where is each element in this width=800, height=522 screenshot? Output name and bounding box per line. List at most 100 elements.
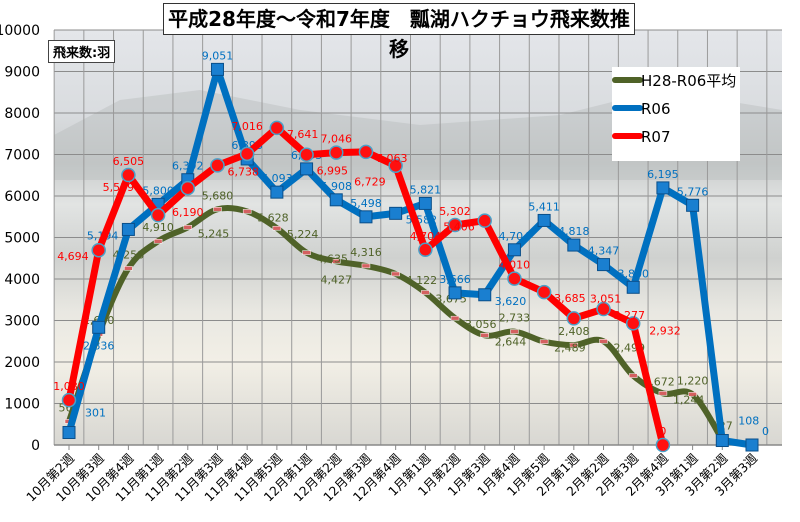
data-point [150,207,166,223]
data-label: 2,932 [649,325,681,338]
data-point [210,62,224,76]
data-label: 108 [738,415,759,428]
data-point [358,144,374,160]
legend-label: R06 [641,100,671,118]
data-label: 4,010 [499,259,531,272]
data-label: 4,818 [558,225,590,238]
data-label: 5,800 [142,184,174,197]
data-point [450,315,460,321]
y-tick-label: 10000 [0,23,40,39]
data-point [269,120,285,136]
data-label: 5,680 [202,189,234,202]
series-R07: 1,080 4,694 6,505 5,539 6,190 6,738 7,016 7,641… [53,120,681,453]
data-label: 4,704 [410,230,442,243]
data-label: 2,489 [554,342,586,355]
data-label: 7,063 [376,152,408,165]
data-point [597,258,611,272]
data-point [421,290,430,295]
data-point [299,147,314,162]
data-point [686,198,700,212]
data-label: 3,051 [590,292,622,305]
data-label: 2,408 [558,325,590,338]
data-point [242,209,252,214]
y-tick-label: 2000 [4,355,40,371]
data-point [599,339,608,344]
data-point [361,263,371,269]
data-point [510,329,519,334]
data-label: 2,836 [83,339,115,352]
data-label: 4,122 [406,274,438,287]
y-axis-label: 飛来数:羽 [48,40,116,63]
data-label: 6,093 [261,172,293,185]
data-point [62,426,76,440]
data-point [153,238,163,244]
data-label: 3,277 [614,309,646,322]
data-point [448,286,462,300]
data-label: 5,406 [443,221,475,234]
data-point [329,193,343,207]
data-point [92,320,106,334]
data-label: 6,738 [227,165,259,178]
data-label: 7,016 [231,120,263,133]
data-label: 5,411 [528,200,560,213]
chart-title: 平成28年度～令和7年度 瓢湖ハクチョウ飛来数推移 [163,3,635,61]
data-label: 9,051 [202,49,234,62]
legend-label: H28-R06平均 [641,72,736,90]
data-point [539,339,549,344]
data-label: 5,498 [350,197,382,210]
y-tick-label: 4000 [4,272,40,288]
data-label: 5,539 [103,181,135,194]
data-label: 3,056 [465,318,497,331]
data-point [567,238,581,252]
data-label: 3,666 [439,273,471,286]
y-tick-label: 6000 [4,189,40,205]
data-point [480,333,489,338]
data-point [715,434,729,448]
data-label: 6,995 [317,165,349,178]
data-point [210,158,225,173]
data-label: 5,776 [677,185,709,198]
data-point [596,301,611,317]
data-point [688,392,697,397]
data-point [239,146,255,162]
data-point [447,217,463,233]
data-point [507,271,522,286]
data-point [745,438,759,452]
data-point [121,167,136,183]
y-tick-label: 0 [31,438,40,454]
data-label: 2,733 [499,312,531,325]
data-label: 6,729 [354,176,386,189]
data-point [180,180,196,196]
data-label: 4,635 [317,253,349,266]
data-point [418,242,433,258]
data-point [91,242,106,258]
data-label: 3,800 [617,267,649,280]
y-tick-label: 9000 [4,65,40,81]
data-label: 4,910 [142,221,174,234]
data-point [389,206,403,220]
y-tick-label: 1000 [4,397,40,413]
data-point [329,145,344,160]
data-point [302,250,311,255]
data-point [625,316,641,331]
y-tick-label: 8000 [4,106,40,122]
data-point [566,311,582,326]
data-label: 4,316 [350,246,382,259]
data-label: 6,392 [172,160,204,173]
data-point [388,158,403,173]
data-label: 1,220 [677,374,709,387]
data-label: 4,427 [321,273,353,286]
data-point [359,210,373,224]
data-point [626,280,640,294]
data-point [213,207,222,212]
data-point [507,243,521,257]
y-tick-label: 7000 [4,148,40,164]
data-label: 5,628 [257,211,289,224]
data-point [332,259,341,264]
data-label: 301 [85,407,106,420]
data-point [124,266,133,271]
data-point [628,373,638,378]
data-label: 2,644 [495,335,527,348]
